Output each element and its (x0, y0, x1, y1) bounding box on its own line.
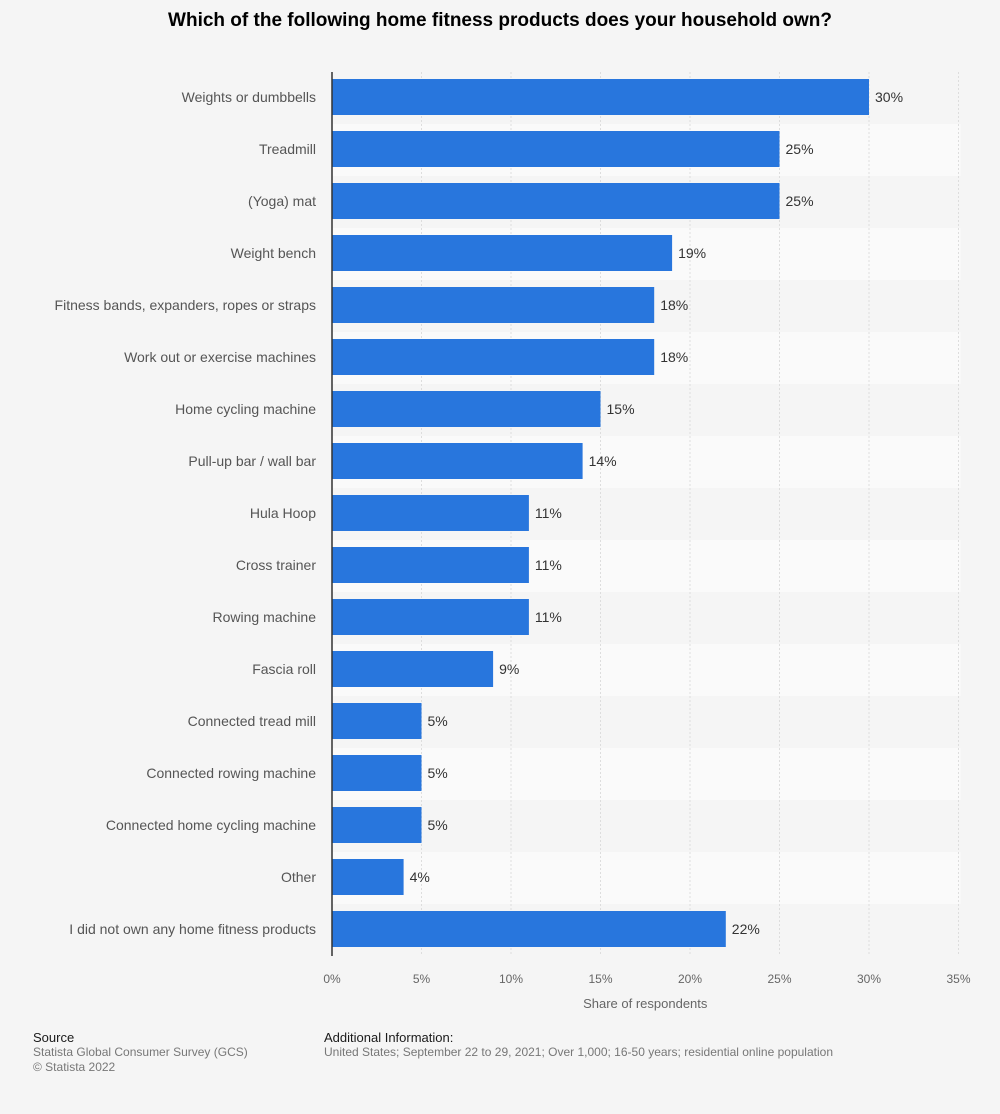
value-label: 18% (660, 297, 688, 313)
bar (332, 911, 726, 947)
bar (332, 391, 601, 427)
x-tick-label: 0% (323, 972, 341, 986)
x-tick-label: 10% (499, 972, 523, 986)
value-label: 5% (428, 713, 448, 729)
category-label: Connected rowing machine (146, 765, 316, 781)
value-label: 25% (786, 193, 814, 209)
bar (332, 235, 673, 271)
value-label: 15% (607, 401, 635, 417)
category-label: (Yoga) mat (248, 193, 316, 209)
value-label: 5% (428, 817, 448, 833)
bar (332, 547, 529, 583)
bar (332, 651, 494, 687)
category-label: Fascia roll (252, 661, 316, 677)
value-label: 30% (875, 89, 903, 105)
x-tick-label: 30% (857, 972, 881, 986)
value-label: 19% (678, 245, 706, 261)
value-label: 25% (786, 141, 814, 157)
bar (332, 807, 422, 843)
row-band (332, 852, 961, 904)
category-label: Hula Hoop (250, 505, 316, 521)
category-label: Cross trainer (236, 557, 316, 573)
category-label: Treadmill (259, 141, 316, 157)
bar (332, 755, 422, 791)
category-label: Connected home cycling machine (106, 817, 316, 833)
bar-chart: Weights or dumbbells 30% Treadmill 25% (Yoga… (55, 72, 971, 1011)
category-label: Connected tread mill (188, 713, 316, 729)
value-label: 5% (428, 765, 448, 781)
value-label: 18% (660, 349, 688, 365)
copyright-line: © Statista 2022 (33, 1060, 116, 1074)
category-label: I did not own any home fitness products (69, 921, 316, 937)
additional-info-line: United States; September 22 to 29, 2021;… (324, 1045, 833, 1059)
category-label: Rowing machine (213, 609, 317, 625)
bar (332, 599, 529, 635)
category-label: Pull-up bar / wall bar (188, 453, 316, 469)
value-label: 4% (410, 869, 430, 885)
category-label: Home cycling machine (175, 401, 316, 417)
row-band (332, 800, 961, 852)
bar (332, 703, 422, 739)
category-label: Fitness bands, expanders, ropes or strap… (55, 297, 316, 313)
category-label: Work out or exercise machines (124, 349, 316, 365)
value-label: 9% (499, 661, 519, 677)
row-band (332, 748, 961, 800)
bar (332, 339, 655, 375)
x-tick-label: 5% (413, 972, 431, 986)
x-tick-label: 25% (767, 972, 791, 986)
bar (332, 443, 583, 479)
source-heading: Source (33, 1030, 75, 1045)
value-label: 22% (732, 921, 760, 937)
category-label: Other (281, 869, 316, 885)
bar (332, 287, 655, 323)
value-label: 11% (535, 505, 562, 521)
x-axis-title: Share of respondents (583, 996, 708, 1011)
additional-info-block: Additional Information: United States; S… (324, 1030, 974, 1060)
row-band (332, 696, 961, 748)
x-tick-label: 15% (588, 972, 612, 986)
source-line: Statista Global Consumer Survey (GCS) (33, 1045, 248, 1059)
additional-info-heading: Additional Information: (324, 1030, 454, 1045)
value-label: 11% (535, 557, 562, 573)
bar (332, 495, 529, 531)
x-tick-label: 35% (946, 972, 970, 986)
bar (332, 79, 869, 115)
category-label: Weights or dumbbells (182, 89, 316, 105)
x-tick-label: 20% (678, 972, 702, 986)
chart-title: Which of the following home fitness prod… (168, 10, 832, 31)
category-label: Weight bench (231, 245, 316, 261)
source-block: Source Statista Global Consumer Survey (… (33, 1030, 313, 1075)
bar (332, 183, 780, 219)
value-label: 14% (589, 453, 617, 469)
value-label: 11% (535, 609, 562, 625)
bar (332, 131, 780, 167)
bar (332, 859, 404, 895)
